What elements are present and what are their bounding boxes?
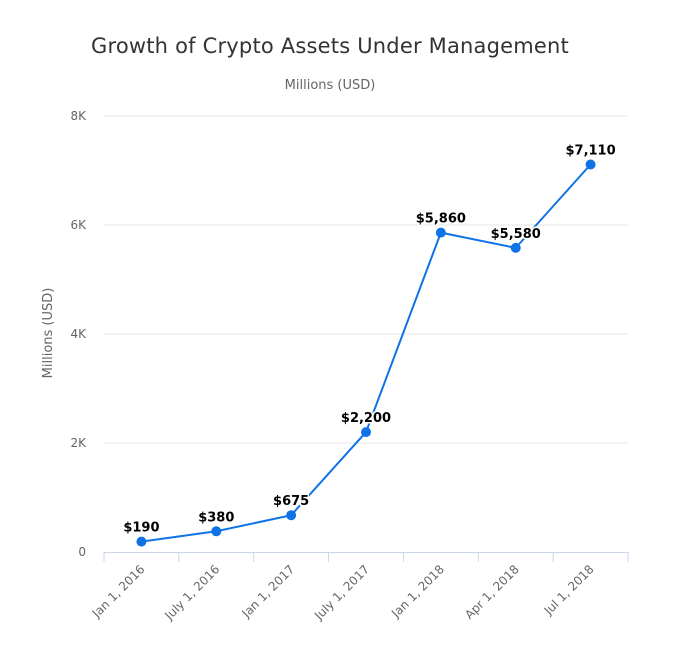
y-tick-label: 4K (70, 327, 87, 341)
series-line (141, 163, 592, 543)
chart-title: Growth of Crypto Assets Under Management (90, 34, 569, 58)
series-line-group (141, 163, 592, 543)
data-point[interactable] (211, 526, 222, 537)
data-point[interactable] (510, 242, 521, 253)
y-axis-ticks: 0 2K 4K 6K 8K (70, 109, 87, 559)
data-point[interactable] (435, 227, 446, 238)
x-tick-label: July 1, 2016 (161, 562, 222, 623)
x-tick-label: Apr 1, 2018 (462, 562, 522, 622)
x-tick-label: Jan 1, 2016 (89, 562, 148, 621)
y-tick-label: 2K (70, 436, 87, 450)
x-tick-label: Jan 1, 2018 (388, 562, 447, 621)
data-point[interactable] (286, 510, 297, 521)
data-point[interactable] (585, 159, 596, 170)
data-point[interactable] (136, 536, 147, 547)
x-tick-label: Jul 1, 2018 (541, 562, 597, 618)
data-label: $5,860 (416, 212, 466, 227)
data-points (136, 159, 596, 547)
data-label: $380 (198, 510, 234, 525)
y-tick-label: 0 (78, 545, 86, 559)
y-axis-label: Millions (USD) (41, 288, 56, 379)
x-tick-label: Jan 1, 2017 (238, 562, 297, 621)
y-tick-label: 6K (70, 218, 87, 232)
grid-lines (104, 115, 628, 444)
y-tick-label: 8K (70, 109, 87, 123)
data-label: $5,580 (491, 227, 541, 242)
chart-subtitle: Millions (USD) (284, 78, 376, 93)
data-label: $7,110 (565, 144, 615, 159)
x-axis-ticks: Jan 1, 2016 July 1, 2016 Jan 1, 2017 July 1… (89, 562, 597, 623)
data-label: $190 (123, 521, 159, 536)
data-point[interactable] (361, 427, 371, 438)
data-label: $2,200 (341, 411, 391, 426)
x-tick-label: July 1, 2017 (311, 562, 372, 623)
data-labels: $190 $380 $675 $2,200 $5,860 $5,580 $7,110 (122, 142, 617, 537)
data-label: $675 (273, 494, 309, 509)
x-axis (103, 552, 629, 562)
